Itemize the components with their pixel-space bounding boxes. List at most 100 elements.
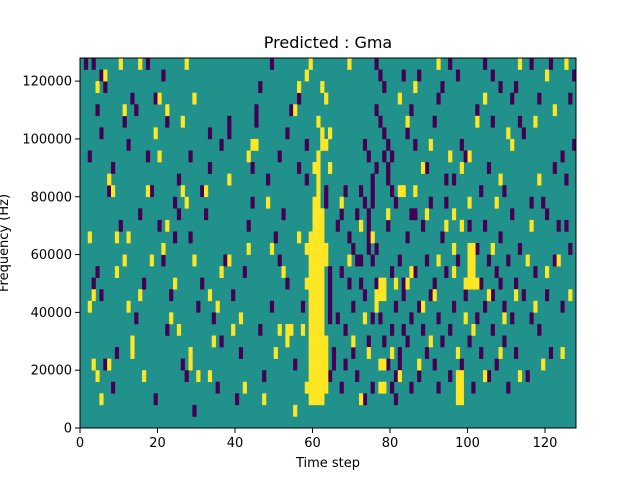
heatmap-cell-high <box>130 335 135 348</box>
heatmap-cell-low <box>351 300 356 313</box>
heatmap-cell-high <box>324 358 329 371</box>
heatmap-cell-low <box>510 92 515 105</box>
heatmap-cell-high <box>254 138 259 151</box>
heatmap-cell-high <box>339 196 344 209</box>
heatmap-cell-high <box>320 254 325 267</box>
heatmap-cell-high <box>397 185 402 198</box>
heatmap-cell-high <box>545 266 550 278</box>
heatmap-cell-low <box>355 370 360 383</box>
heatmap-cell-low <box>486 370 492 383</box>
heatmap-cell-high <box>320 347 325 359</box>
heatmap-cell-low <box>390 381 395 394</box>
heatmap-cell-high <box>304 381 309 394</box>
heatmap-cell-high <box>312 323 317 336</box>
heatmap-cell-high <box>316 277 321 290</box>
y-tick-label: 120000 <box>22 75 72 90</box>
heatmap-cell-low <box>153 393 158 406</box>
heatmap-cell-high <box>428 335 433 348</box>
heatmap-cell-low <box>111 381 116 394</box>
heatmap-cell-high <box>320 393 325 406</box>
heatmap-cell-high <box>285 335 290 348</box>
heatmap-cell-low <box>393 393 399 406</box>
heatmap-cell-low <box>510 312 515 325</box>
heatmap-cell-low <box>289 104 294 117</box>
heatmap-cell-high <box>471 277 476 290</box>
heatmap-cell-low <box>529 196 534 209</box>
heatmap-cell-high <box>312 358 317 371</box>
heatmap-cell-low <box>498 277 503 290</box>
heatmap-cell-high <box>312 393 317 406</box>
heatmap-cell-low <box>486 162 492 174</box>
heatmap-cell-low <box>529 58 534 70</box>
heatmap-cell-high <box>436 58 441 70</box>
heatmap-cell-low <box>83 58 89 70</box>
heatmap-cell-low <box>467 335 472 348</box>
heatmap-cell-low <box>300 300 306 313</box>
heatmap-cell-high <box>312 254 317 267</box>
heatmap-cell-low <box>339 208 344 221</box>
heatmap-cell-low <box>378 312 383 325</box>
heatmap-cell-low <box>328 370 333 383</box>
heatmap-cell-high <box>421 162 426 174</box>
heatmap-cell-low <box>378 69 383 82</box>
x-tick-label: 120 <box>533 436 558 451</box>
heatmap-cell-high <box>95 370 100 383</box>
heatmap-cell-high <box>382 381 387 394</box>
heatmap-cell-low <box>142 277 147 290</box>
heatmap-cell-low <box>537 92 542 105</box>
heatmap-cell-low <box>219 138 224 151</box>
heatmap-cell-low <box>362 289 368 302</box>
heatmap-cell-high <box>320 289 325 302</box>
heatmap-cell-low <box>475 312 480 325</box>
heatmap-cell-high <box>529 219 534 232</box>
heatmap-cell-low <box>359 185 364 198</box>
heatmap-cell-high <box>277 323 282 336</box>
heatmap-cell-low <box>552 254 557 267</box>
heatmap-cell-high <box>308 266 313 278</box>
heatmap-cell-high <box>328 127 333 140</box>
heatmap-cell-high <box>99 393 104 406</box>
heatmap-cell-high <box>324 254 329 267</box>
heatmap-cell-high <box>312 312 317 325</box>
heatmap-cell-low <box>409 208 414 221</box>
heatmap-cell-low <box>386 358 391 371</box>
heatmap-cell-high <box>138 58 143 70</box>
y-axis-title: Frequency (Hz) <box>0 194 12 292</box>
x-tick-label: 60 <box>304 436 321 451</box>
heatmap-cell-low <box>498 81 503 93</box>
heatmap-cell-high <box>192 92 197 105</box>
heatmap-cell-high <box>312 277 317 290</box>
heatmap-cell-high <box>297 231 302 244</box>
heatmap-cell-low <box>188 231 193 244</box>
heatmap-cell-low <box>91 277 96 290</box>
plot-frame <box>79 57 577 429</box>
heatmap-cell-high <box>180 115 185 128</box>
heatmap-cell-low <box>331 358 337 371</box>
heatmap-cell-low <box>436 381 441 394</box>
heatmap-cell-low <box>502 335 507 348</box>
heatmap-cell-low <box>223 254 228 267</box>
heatmap-cell-high <box>320 323 325 336</box>
heatmap-cell-low <box>293 358 298 371</box>
heatmap-cell-low <box>200 277 205 290</box>
heatmap-cell-high <box>281 266 286 278</box>
heatmap-cell-low <box>444 196 449 209</box>
heatmap-cell-high <box>467 266 472 278</box>
heatmap-cell-high <box>312 289 317 302</box>
heatmap-cell-high <box>483 370 488 383</box>
y-tick-label: 20000 <box>31 364 72 379</box>
heatmap-cell-low <box>258 323 263 336</box>
y-axis: 0 20000 40000 60000 80000 100000 120000 <box>22 75 80 437</box>
heatmap-cell-high <box>517 58 523 70</box>
heatmap-cell-high <box>320 358 325 371</box>
heatmap-cell-low <box>401 323 406 336</box>
heatmap-cell-high <box>316 266 321 278</box>
heatmap-cell-high <box>289 323 294 336</box>
heatmap-cell-low <box>436 92 441 105</box>
heatmap-cell-high <box>165 104 170 117</box>
heatmap-cell-high <box>378 277 383 290</box>
heatmap-cell-high <box>308 347 313 359</box>
heatmap-cell-high <box>316 347 321 359</box>
heatmap-cell-low <box>103 358 108 371</box>
